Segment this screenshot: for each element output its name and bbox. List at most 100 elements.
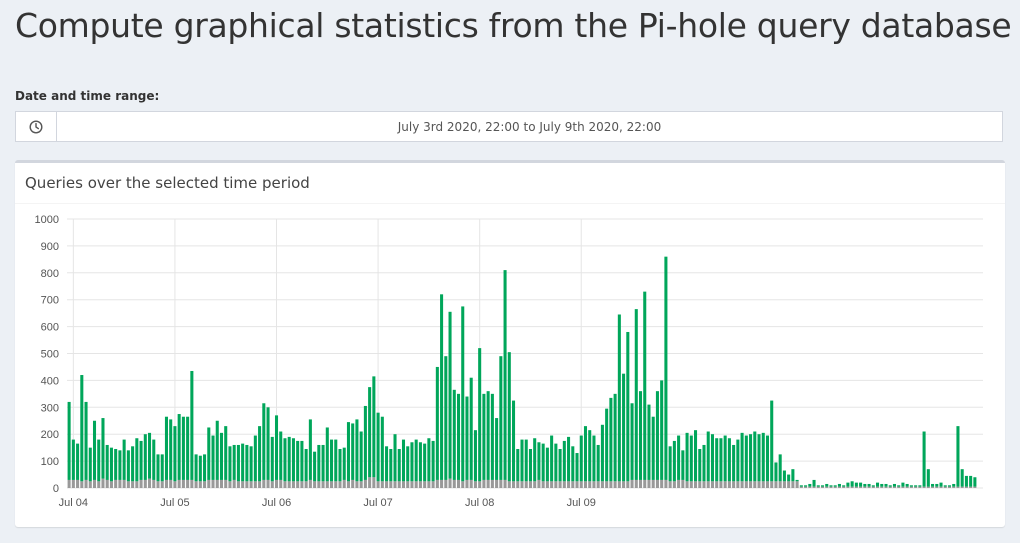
permitted-bar: [871, 485, 875, 487]
permitted-bar: [926, 469, 930, 487]
blocked-bar: [448, 478, 452, 488]
permitted-bar: [605, 408, 609, 482]
permitted-bar: [799, 485, 803, 487]
permitted-bar: [452, 389, 456, 480]
blocked-bar: [368, 477, 372, 488]
permitted-bar: [368, 387, 372, 478]
permitted-bar: [194, 454, 198, 482]
permitted-bar: [203, 454, 207, 482]
blocked-bar: [947, 486, 952, 488]
blocked-bar: [609, 481, 613, 488]
blocked-bar: [787, 481, 791, 488]
clock-icon: [29, 119, 43, 134]
permitted-bar: [774, 462, 778, 482]
blocked-bar: [702, 481, 706, 488]
blocked-bar: [304, 481, 308, 488]
blocked-bar: [664, 479, 668, 488]
blocked-bar: [744, 481, 748, 488]
permitted-bar: [715, 438, 719, 482]
permitted-bar: [224, 426, 228, 480]
permitted-bar: [757, 434, 761, 482]
y-tick-label: 900: [41, 241, 59, 253]
permitted-bar: [791, 469, 795, 482]
permitted-bar: [270, 436, 274, 482]
blocked-bar: [372, 477, 376, 488]
blocked-bar: [131, 481, 135, 488]
blocked-bar: [871, 486, 875, 488]
blocked-bar: [668, 481, 672, 488]
y-tick-label: 300: [41, 402, 59, 414]
permitted-bar: [461, 306, 465, 482]
permitted-bar: [765, 435, 770, 482]
permitted-bar: [837, 483, 841, 487]
permitted-bar: [867, 483, 871, 487]
permitted-bar: [88, 447, 92, 482]
queries-bar-chart[interactable]: 0 100 200 300 400 500 600 700 800 900 1000 Jul 04 Ju…: [15, 204, 1003, 527]
blocked-bar: [245, 481, 249, 488]
blocked-bar: [486, 479, 490, 488]
permitted-bar: [533, 438, 537, 482]
blocked-bar: [512, 481, 516, 488]
permitted-bar: [660, 380, 664, 480]
permitted-bar: [905, 483, 909, 487]
permitted-bar: [482, 393, 486, 480]
permitted-bar: [863, 483, 867, 487]
y-tick-label: 200: [41, 429, 59, 441]
permitted-bar: [283, 438, 287, 482]
blocked-bar: [770, 481, 774, 488]
blocked-bar: [528, 481, 532, 488]
date-range-addon[interactable]: [16, 112, 57, 141]
blocked-bar: [495, 479, 499, 488]
permitted-bar: [947, 485, 952, 487]
blocked-bar: [583, 481, 588, 488]
queries-chart-box: Queries over the selected time period 0 1…: [15, 160, 1005, 527]
blocked-bar: [757, 481, 761, 488]
blocked-bar: [296, 481, 300, 488]
permitted-bar: [351, 423, 355, 480]
blocked-bar: [334, 481, 338, 488]
permitted-bar: [960, 469, 964, 487]
blocked-bar: [613, 481, 617, 488]
permitted-bar: [562, 440, 566, 482]
permitted-bar: [541, 443, 545, 482]
permitted-bar: [473, 430, 477, 482]
permitted-bar: [922, 431, 926, 487]
permitted-bar: [664, 256, 668, 480]
permitted-bar: [499, 356, 503, 480]
permitted-bar: [440, 294, 444, 480]
blocked-bar: [964, 486, 968, 488]
blocked-bar: [909, 486, 913, 488]
blocked-bar: [465, 479, 469, 488]
permitted-bar: [583, 426, 588, 482]
blocked-bar: [571, 481, 575, 488]
blocked-bar: [325, 481, 329, 488]
blocked-bar: [351, 479, 355, 488]
blocked-bar: [105, 479, 109, 488]
blocked-bar: [715, 481, 719, 488]
permitted-bar: [969, 475, 973, 487]
date-range-input[interactable]: July 3rd 2020, 22:00 to July 9th 2020, 2…: [397, 119, 662, 134]
permitted-bar: [897, 485, 901, 487]
permitted-bar: [749, 434, 753, 482]
permitted-bar: [389, 448, 393, 482]
blocked-bar: [884, 486, 888, 488]
permitted-bar: [884, 483, 888, 487]
permitted-bar: [325, 427, 329, 482]
permitted-bar: [761, 432, 765, 482]
permitted-bar: [76, 443, 80, 480]
permitted-bar: [156, 454, 160, 482]
permitted-bar: [126, 450, 130, 482]
permitted-bar: [346, 422, 350, 482]
permitted-bar: [909, 485, 913, 487]
date-range-picker[interactable]: July 3rd 2020, 22:00 to July 9th 2020, 2…: [15, 111, 1003, 142]
blocked-bar: [414, 481, 418, 488]
blocked-bar: [952, 486, 956, 488]
blocked-bar: [922, 486, 926, 488]
blocked-bar: [274, 479, 279, 488]
blocked-bar: [825, 486, 829, 488]
blocked-bar: [359, 481, 363, 488]
permitted-bar: [397, 448, 401, 482]
permitted-bar: [545, 447, 549, 482]
blocked-bar: [410, 481, 414, 488]
permitted-bar: [719, 438, 723, 482]
